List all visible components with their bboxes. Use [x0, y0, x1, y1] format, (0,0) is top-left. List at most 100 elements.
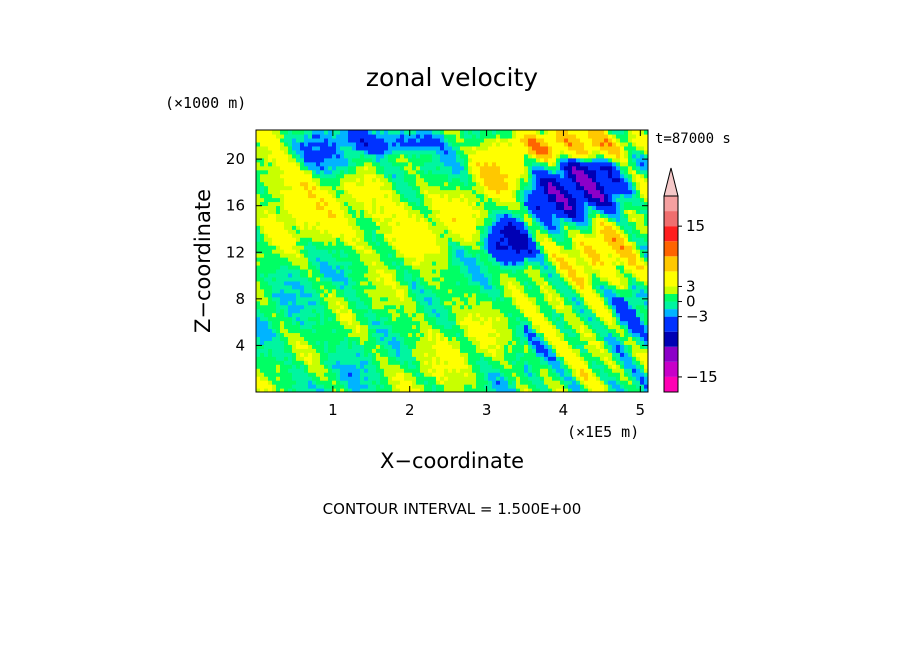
- field-cell: [456, 304, 461, 310]
- field-cell: [352, 237, 357, 242]
- field-cell: [384, 185, 389, 191]
- field-cell: [516, 130, 521, 135]
- field-cell: [404, 280, 409, 286]
- field-cell: [368, 133, 373, 139]
- field-cell: [528, 372, 533, 377]
- field-cell: [488, 157, 493, 163]
- field-cell: [356, 388, 361, 392]
- field-cell: [344, 185, 349, 191]
- field-cell: [492, 157, 497, 163]
- field-cell: [320, 276, 325, 282]
- field-cell: [468, 328, 473, 334]
- field-cell: [444, 261, 449, 266]
- field-cell: [260, 161, 265, 167]
- field-cell: [336, 189, 341, 195]
- field-cell: [272, 332, 277, 338]
- field-cell: [432, 133, 437, 139]
- field-cell: [344, 173, 349, 179]
- field-cell: [512, 241, 517, 246]
- field-cell: [380, 209, 385, 214]
- field-cell: [408, 304, 413, 310]
- field-cell: [260, 233, 265, 238]
- field-cell: [360, 253, 365, 258]
- field-cell: [456, 372, 461, 377]
- field-cell: [420, 177, 425, 183]
- field-cell: [372, 388, 377, 392]
- field-cell: [548, 245, 553, 250]
- field-cell: [276, 380, 281, 385]
- field-cell: [552, 261, 557, 266]
- field-cell: [556, 368, 561, 373]
- field-cell: [304, 288, 309, 294]
- field-cell: [392, 149, 397, 155]
- field-cell: [544, 384, 549, 389]
- field-cell: [280, 336, 285, 341]
- field-cell: [264, 233, 269, 238]
- field-cell: [540, 324, 545, 330]
- field-cell: [296, 225, 301, 230]
- field-cell: [328, 336, 333, 341]
- field-cell: [384, 344, 389, 349]
- field-cell: [312, 205, 317, 210]
- field-cell: [432, 149, 437, 155]
- field-cell: [464, 141, 469, 147]
- field-cell: [436, 368, 441, 373]
- field-cell: [380, 356, 385, 361]
- field-cell: [260, 169, 265, 175]
- field-cell: [456, 141, 461, 147]
- field-cell: [548, 181, 553, 187]
- field-cell: [404, 145, 409, 151]
- field-cell: [400, 312, 405, 318]
- field-cell: [284, 352, 289, 357]
- field-cell: [352, 268, 357, 274]
- field-cell: [400, 264, 405, 270]
- field-cell: [312, 336, 317, 341]
- field-cell: [296, 296, 301, 302]
- field-cell: [336, 284, 341, 290]
- field-cell: [512, 384, 517, 389]
- field-cell: [356, 221, 361, 226]
- field-cell: [384, 233, 389, 238]
- field-cell: [272, 264, 277, 270]
- field-cell: [320, 157, 325, 163]
- field-cell: [324, 197, 329, 203]
- field-cell: [404, 316, 409, 322]
- field-cell: [440, 205, 445, 210]
- field-cell: [436, 169, 441, 175]
- field-cell: [368, 153, 373, 159]
- field-cell: [344, 241, 349, 246]
- field-cell: [440, 173, 445, 179]
- field-cell: [456, 388, 461, 392]
- field-cell: [392, 304, 397, 310]
- field-cell: [436, 292, 441, 298]
- field-cell: [296, 177, 301, 183]
- field-cell: [480, 356, 485, 361]
- field-cell: [528, 344, 533, 349]
- field-cell: [380, 340, 385, 345]
- field-cell: [392, 368, 397, 373]
- field-cell: [460, 268, 465, 274]
- field-cell: [356, 304, 361, 310]
- field-cell: [408, 268, 413, 274]
- field-cell: [264, 300, 269, 306]
- field-cell: [280, 380, 285, 385]
- field-cell: [388, 292, 393, 298]
- field-cell: [436, 177, 441, 183]
- field-cell: [544, 292, 549, 298]
- field-cell: [308, 141, 313, 147]
- field-cell: [304, 384, 309, 389]
- field-cell: [260, 130, 265, 135]
- field-cell: [312, 130, 317, 135]
- field-cell: [500, 193, 505, 199]
- field-cell: [464, 133, 469, 139]
- field-cell: [328, 268, 333, 274]
- field-cell: [520, 268, 525, 274]
- field-cell: [468, 249, 473, 254]
- field-cell: [264, 268, 269, 274]
- field-cell: [324, 320, 329, 326]
- field-cell: [372, 364, 377, 369]
- field-cell: [348, 284, 353, 290]
- field-cell: [336, 348, 341, 353]
- field-cell: [440, 388, 445, 392]
- field-cell: [372, 328, 377, 334]
